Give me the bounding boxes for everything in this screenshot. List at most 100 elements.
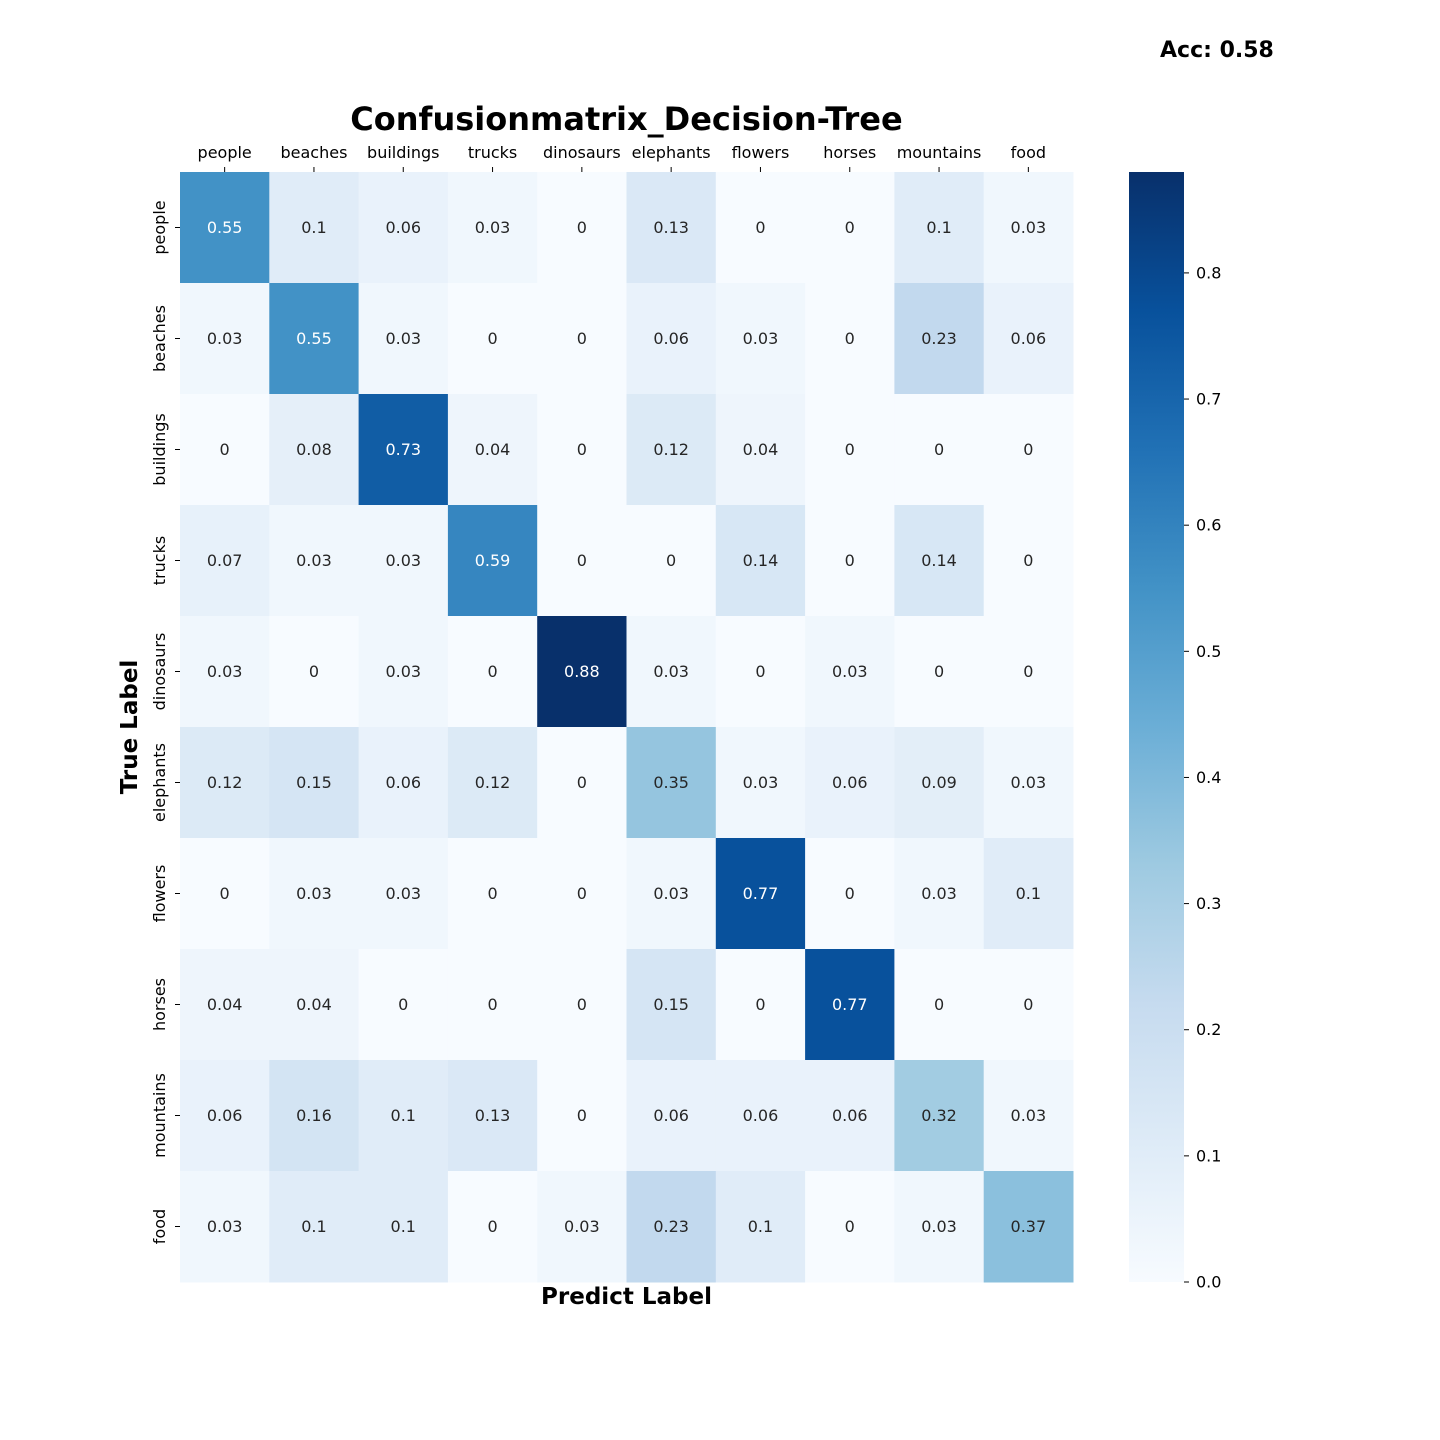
heatmap-cell [537,1171,627,1283]
heatmap-cell-value: 0.88 [564,662,600,681]
heatmap-cell-value: 0.03 [475,218,511,237]
heatmap-cell-value: 0.03 [832,662,868,681]
heatmap-cell [983,172,1074,284]
heatmap-cell [180,949,270,1061]
heatmap-cell-value: 0.04 [207,995,243,1014]
heatmap-cell [715,394,806,506]
heatmap-cell [715,172,806,284]
heatmap-cell [983,1060,1074,1172]
heatmap-cell [537,949,627,1061]
colorbar-ticks: 0.0 0.1 0.2 0.3 0.4 0.5 0.6 0.7 0.8 [1184,263,1221,1292]
heatmap-cell [894,1171,985,1283]
heatmap-cell-value: 0 [487,1217,497,1236]
heatmap-cell-value: 0.03 [207,1217,243,1236]
heatmap-cell-value: 0 [1023,440,1033,459]
heatmap-cell-value: 0.12 [653,440,689,459]
heatmap-cell [715,1060,806,1172]
heatmap-cell [180,616,270,728]
y-tick-label: elephants [150,743,169,822]
heatmap-cell-value: 0.32 [921,1106,957,1125]
heatmap-cell [715,283,806,395]
heatmap-cell [447,1171,538,1283]
heatmap-cell [180,838,270,950]
heatmap-cell [269,283,360,395]
heatmap-cell-value: 0.03 [385,884,421,903]
x-tick-label: people [198,143,252,162]
heatmap-cell-value: 0 [1023,662,1033,681]
heatmap-cell-value: 0 [934,440,944,459]
x-tick-label: flowers [732,143,790,162]
heatmap-cell [269,727,360,839]
heatmap-cell-value: 0.1 [748,1217,773,1236]
heatmap-cell-value: 0 [577,218,587,237]
heatmap-cell-value: 0.08 [296,440,332,459]
heatmap-cell [358,838,449,950]
x-tick-label: elephants [632,143,711,162]
heatmap-cell-value: 0 [755,995,765,1014]
y-tick-label: mountains [150,1073,169,1158]
heatmap-cell-value: 0 [220,440,230,459]
heatmap-cell-value: 0.07 [207,551,243,570]
heatmap-cell [715,1171,806,1283]
heatmap-cell [537,838,627,950]
heatmap-cell-value: 0.77 [743,884,779,903]
colorbar-tick-label: 0.0 [1196,1273,1221,1292]
heatmap-cell [983,727,1074,839]
heatmap-cell [626,727,717,839]
heatmap-cell [358,1171,449,1283]
colorbar-tick-label: 0.8 [1196,263,1221,282]
heatmap-cell-value: 0 [845,329,855,348]
heatmap-cell-value: 0.14 [921,551,957,570]
heatmap-cell [537,727,627,839]
chart-title: Confusionmatrix_Decision-Tree [350,100,903,138]
y-tick-label: buildings [150,413,169,485]
heatmap-cell-value: 0 [845,218,855,237]
heatmap-cell-value: 0.03 [653,662,689,681]
heatmap-cell-value: 0 [666,551,676,570]
y-tick-label: beaches [150,305,169,372]
heatmap-cell [805,394,895,506]
heatmap-cell [447,283,538,395]
heatmap-cell [894,838,985,950]
heatmap-cell-value: 0.06 [832,773,868,792]
y-axis-label: True Label [117,659,143,795]
heatmap-cell [894,1060,985,1172]
heatmap-cell-value: 0.03 [296,884,332,903]
heatmap-cell [983,838,1074,950]
heatmap-cell [805,505,895,617]
heatmap-cell-value: 0.06 [832,1106,868,1125]
heatmap-cell [805,1060,895,1172]
y-axis-ticks: people beaches buildings trucks dinosaurs ele… [150,200,180,1244]
heatmap-cell-value: 0 [577,329,587,348]
heatmap-cell-value: 0.03 [1011,218,1047,237]
heatmap-cell-value: 0.06 [385,773,421,792]
heatmap-cell [537,616,627,728]
heatmap-cell [537,394,627,506]
heatmap-cell-value: 0 [220,884,230,903]
heatmap-cell [983,505,1074,617]
heatmap-cell-value: 0 [1023,551,1033,570]
heatmap-cell [269,172,360,284]
heatmap-cell-value: 0.13 [475,1106,511,1125]
heatmap-cell-value: 0 [577,1106,587,1125]
heatmap-cell-value: 0 [845,884,855,903]
heatmap-cell-value: 0.55 [296,329,332,348]
heatmap-cell-value: 0 [755,218,765,237]
heatmap-cell-value: 0.03 [385,662,421,681]
heatmap-cell-value: 0.13 [653,218,689,237]
x-tick-label: mountains [897,143,982,162]
heatmap-cell-value: 0.03 [921,884,957,903]
heatmap-cell [447,838,538,950]
heatmap-cell-value: 0.77 [832,995,868,1014]
heatmap-cell-value: 0.03 [743,329,779,348]
heatmap-cell-value: 0.23 [921,329,957,348]
heatmap-cell-value: 0.04 [475,440,511,459]
heatmap-cell [715,838,806,950]
heatmap-cell [894,727,985,839]
heatmap-cell-value: 0.15 [653,995,689,1014]
heatmap-cell [447,949,538,1061]
colorbar-tick-label: 0.4 [1196,768,1221,787]
heatmap-cell-value: 0.55 [207,218,243,237]
heatmap-cell-value: 0 [487,662,497,681]
